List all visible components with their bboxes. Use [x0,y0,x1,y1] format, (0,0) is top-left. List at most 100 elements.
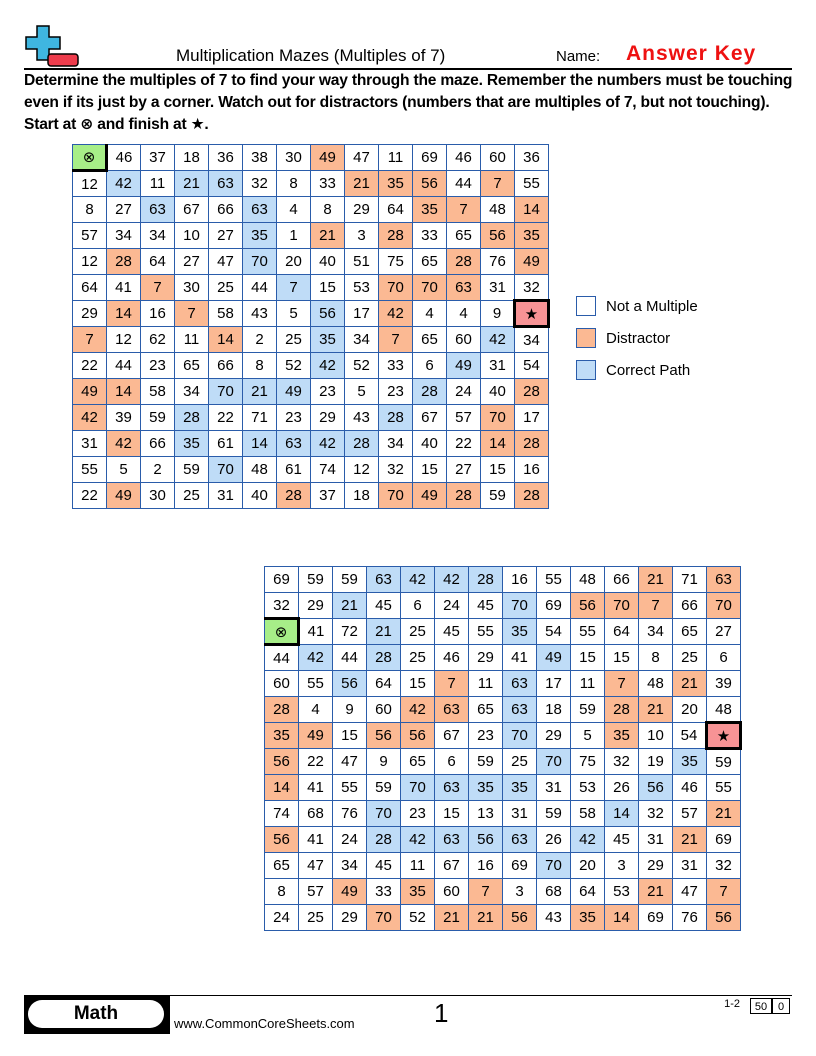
distractor-cell: 28 [446,482,481,509]
distractor-cell: 14 [106,378,141,405]
distractor-cell: 70 [604,592,639,619]
maze-cell: 27 [174,248,209,275]
maze-cell: 27 [106,196,141,223]
maze-cell: 44 [332,644,367,671]
maze-cell: 36 [208,144,243,171]
path-cell: 42 [310,430,345,457]
maze-row: 28 4 9 60 42 63 65 63 18 59 28 21 20 48 [264,696,741,723]
maze-cell: 6 [412,352,447,379]
maze-cell: 60 [366,696,401,723]
distractor-cell: 35 [570,904,605,931]
maze-cell: 8 [72,196,107,223]
maze-cell: 55 [514,170,549,197]
path-cell: 42 [310,352,345,379]
distractor-cell: 7 [638,592,673,619]
path-cell: 70 [208,378,243,405]
maze-cell: 6 [706,644,741,671]
maze-cell: 59 [468,748,503,775]
maze-cell: 69 [706,826,741,853]
path-cell: 49 [276,378,311,405]
maze-cell: 71 [672,566,707,593]
maze-cell: 66 [604,566,639,593]
path-cell: 70 [242,248,277,275]
distractor-cell: 35 [412,196,447,223]
maze-row: 32 29 21 45 6 24 45 70 69 56 70 7 66 70 [264,592,741,619]
distractor-cell: 14 [264,774,299,801]
maze-cell: 22 [72,482,107,509]
maze-cell: 27 [706,618,741,645]
maze-cell: 23 [310,378,345,405]
maze-cell: 15 [310,274,345,301]
maze-cell: 11 [468,670,503,697]
maze-cell: 46 [672,774,707,801]
maze-1: ⊗ 46 37 18 36 38 30 49 47 11 69 46 60 36 12 42 11 21 63 32 8… [72,144,550,509]
maze-cell: 58 [208,300,243,327]
maze-cell: 23 [468,722,503,749]
maze-cell: 25 [502,748,537,775]
maze-row: 14 41 55 59 70 63 35 35 31 53 26 56 46 55 [264,774,741,801]
maze-row: 29 14 16 7 58 43 5 56 17 42 4 4 9 ★ [72,299,550,328]
maze-cell: 46 [434,644,469,671]
maze-cell: 41 [298,826,333,853]
maze-cell: 64 [72,274,107,301]
maze-cell: 3 [502,878,537,905]
maze-cell: 48 [638,670,673,697]
maze-cell: 53 [344,274,379,301]
maze-cell: 17 [344,300,379,327]
maze-cell: 25 [400,618,435,645]
distractor-cell: 28 [264,696,299,723]
maze-row: 65 47 34 45 11 67 16 69 70 20 3 29 31 32 [264,852,741,879]
maze-cell: 29 [72,300,107,327]
distractor-cell: 49 [72,378,107,405]
maze-cell: 15 [332,722,367,749]
path-cell: 49 [536,644,571,671]
path-cell: 28 [378,404,413,431]
path-cell: 14 [242,430,277,457]
maze-cell: 54 [536,618,571,645]
maze-cell: 11 [378,144,413,171]
maze-cell: 48 [570,566,605,593]
maze-cell: 9 [480,300,515,327]
distractor-cell: 56 [400,722,435,749]
maze-cell: 76 [672,904,707,931]
maze-cell: 31 [502,800,537,827]
maze-cell: 44 [264,644,299,671]
maze-cell: 32 [242,170,277,197]
maze-cell: 16 [514,456,549,483]
maze-cell: 31 [480,352,515,379]
finish-cell: ★ [705,721,742,750]
maze-cell: 65 [468,696,503,723]
maze-cell: 45 [434,618,469,645]
maze-cell: 9 [366,748,401,775]
maze-cell: 5 [344,378,379,405]
name-label: Name: [556,48,601,65]
path-cell: 35 [174,430,209,457]
maze-cell: 22 [446,430,481,457]
path-cell: 70 [502,722,537,749]
maze-cell: 8 [264,878,299,905]
maze-cell: 67 [412,404,447,431]
page-title: Multiplication Mazes (Multiples of 7) [176,46,446,65]
maze-cell: 66 [208,352,243,379]
maze-cell: 47 [208,248,243,275]
maze-cell: 34 [140,222,175,249]
path-cell: 70 [208,456,243,483]
maze-cell: 60 [480,144,515,171]
distractor-cell: 63 [446,274,481,301]
path-cell: 63 [140,196,175,223]
path-cell: 42 [570,826,605,853]
name-value: Answer Key [626,42,757,65]
maze-cell: 48 [242,456,277,483]
maze-cell: 60 [264,670,299,697]
maze-cell: 41 [298,618,333,645]
maze-cell: 12 [344,456,379,483]
path-cell: 70 [400,774,435,801]
maze-cell: 59 [174,456,209,483]
swatch-correct-path [576,360,596,380]
maze-cell: 15 [480,456,515,483]
maze-cell: 40 [242,482,277,509]
maze-cell: 68 [536,878,571,905]
maze-cell: 60 [434,878,469,905]
maze-cell: 76 [480,248,515,275]
maze-cell: 58 [570,800,605,827]
